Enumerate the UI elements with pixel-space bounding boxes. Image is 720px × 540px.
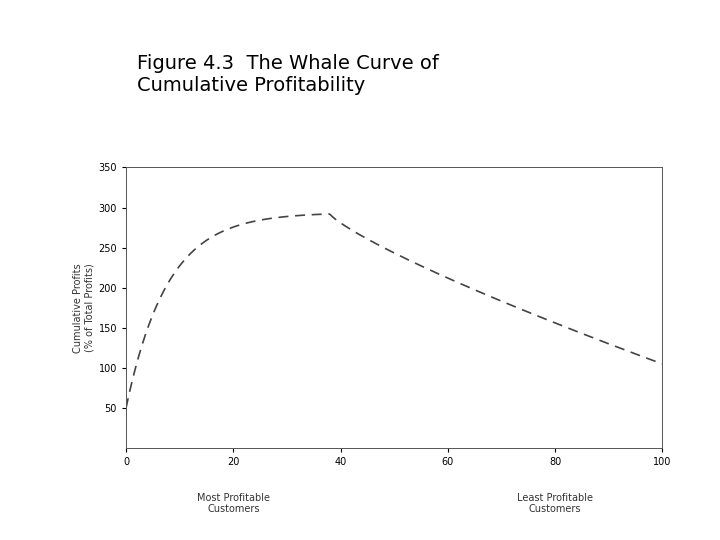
Text: Most Profitable
Customers: Most Profitable Customers [197, 492, 270, 514]
Text: Figure 4.3  The Whale Curve of
Cumulative Profitability: Figure 4.3 The Whale Curve of Cumulative… [137, 54, 438, 95]
Text: Least Profitable
Customers: Least Profitable Customers [517, 492, 593, 514]
Y-axis label: Cumulative Profits
(% of Total Profits): Cumulative Profits (% of Total Profits) [73, 263, 94, 353]
